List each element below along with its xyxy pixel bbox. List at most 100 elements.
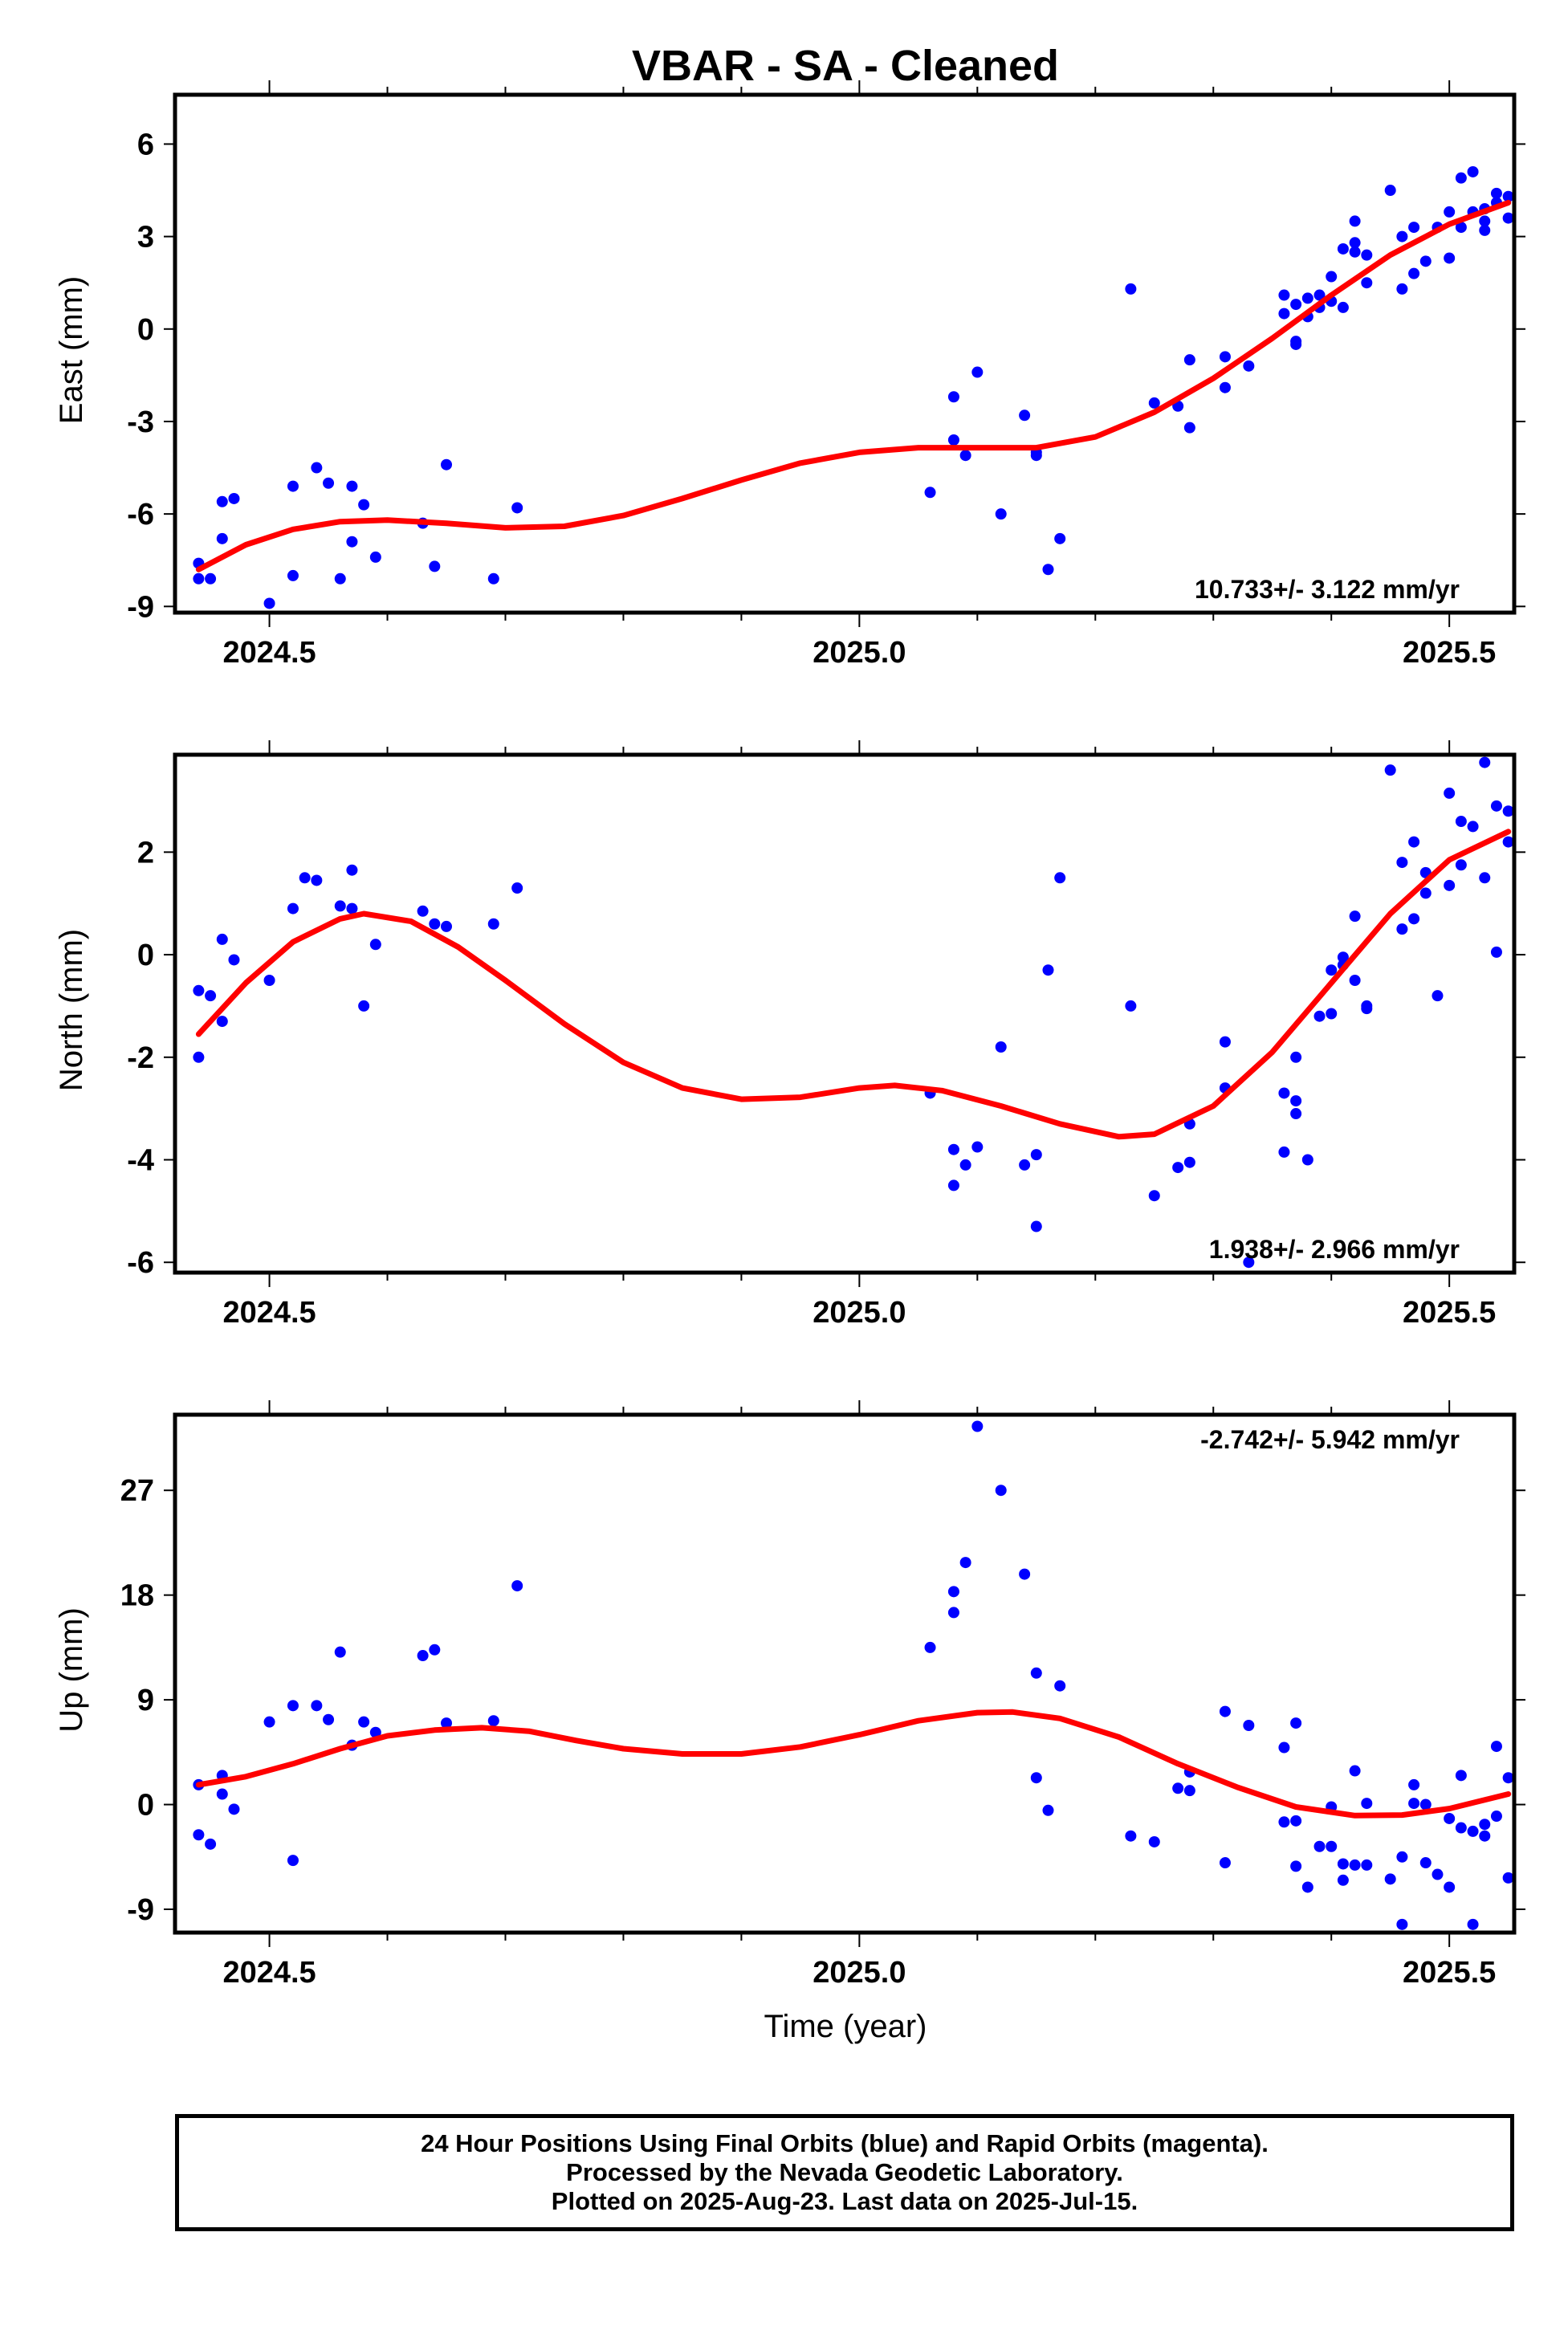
panel-north-data-point xyxy=(487,918,499,930)
panel-north-data-point xyxy=(1219,1036,1231,1048)
panel-up-data-point xyxy=(995,1485,1007,1497)
panel-north-x-tick-label: 2024.5 xyxy=(222,1296,316,1330)
panel-east-data-point xyxy=(216,532,228,544)
panel-east-data-point xyxy=(1148,397,1160,409)
panel-east-data-point xyxy=(487,572,499,585)
panel-north-data-point xyxy=(1030,1220,1042,1232)
panel-north-data-point xyxy=(299,872,311,884)
panel-up-data-point xyxy=(1326,1840,1338,1852)
panel-east-data-point xyxy=(1349,246,1361,258)
panel-north-data-point xyxy=(1042,964,1054,976)
panel-up-data-point xyxy=(1408,1778,1420,1790)
panel-north-data-point xyxy=(216,933,228,945)
panel-east-data-point xyxy=(369,551,381,563)
panel-north-data-point xyxy=(311,874,323,886)
panel-up-data-point xyxy=(1219,1857,1231,1869)
panel-east-data-point xyxy=(1408,222,1420,234)
panel-north-data-point xyxy=(1444,879,1456,891)
panel-north-data-point xyxy=(205,990,217,1002)
panel-east-data-point xyxy=(216,495,228,507)
panel-up-data-point xyxy=(1183,1785,1195,1797)
panel-east-data-point xyxy=(1349,237,1361,249)
panel-north-data-point xyxy=(947,1179,959,1191)
panel-north-data-point xyxy=(971,1141,984,1153)
panel-north-data-point xyxy=(1148,1190,1160,1202)
panel-up-data-point xyxy=(1337,1874,1349,1886)
panel-up-data-point xyxy=(1278,1741,1290,1754)
panel-east-data-point xyxy=(346,536,358,548)
panel-up-y-tick-label: 0 xyxy=(137,1789,154,1823)
panel-east-data-point xyxy=(959,450,971,462)
footer-line-3: Plotted on 2025-Aug-23. Last data on 202… xyxy=(551,2187,1138,2215)
panel-east-data-point xyxy=(205,572,217,585)
panel-east-data-point xyxy=(1384,185,1396,197)
panel-east-data-point xyxy=(1455,172,1467,184)
panel-up-data-point xyxy=(971,1420,984,1432)
panel-north-y-tick-label: -2 xyxy=(127,1041,154,1075)
panel-east-data-point xyxy=(1301,292,1313,304)
panel-east-data-point xyxy=(1326,271,1338,283)
panel-north-ylabel: North (mm) xyxy=(54,929,89,1091)
panel-up-data-point xyxy=(1467,1825,1479,1837)
panel-east-data-point xyxy=(1361,277,1373,289)
panel-east-data-point xyxy=(1479,224,1491,236)
panel-east-data-point xyxy=(1278,289,1290,301)
panel-north-data-point xyxy=(1408,836,1420,848)
panel-up-data-point xyxy=(511,1580,523,1592)
panel-east-data-point xyxy=(1396,283,1408,295)
panel-east-data-point xyxy=(1019,409,1031,422)
panel-north-data-point xyxy=(1467,821,1479,833)
panel-east-frame xyxy=(173,92,1517,615)
panel-up-data-point xyxy=(487,1715,499,1727)
panel-north-data-point xyxy=(193,984,205,996)
panel-north-data-point xyxy=(1396,857,1408,869)
panel-up-y-tick-label: 18 xyxy=(120,1579,154,1613)
panel-east-data-point xyxy=(429,560,441,572)
panel-up-y-tick-label: 27 xyxy=(120,1474,154,1508)
panel-east-y-tick-label: -3 xyxy=(127,405,154,439)
panel-east-data-point xyxy=(287,480,299,492)
panel-east: 2024.5 2025.0 2025.5 -9 -6 -3 0 3 6 East (mm) 10… xyxy=(54,80,1525,670)
panel-north-data-point xyxy=(1349,974,1361,986)
panel-east-data-point xyxy=(1125,283,1137,295)
panel-north-y-tick-label: 2 xyxy=(137,836,154,870)
panel-up-data-point xyxy=(205,1838,217,1850)
panel-east-data-point xyxy=(924,487,936,499)
panel-east-data-point xyxy=(1502,190,1514,202)
panel-up-frame xyxy=(173,1412,1517,1935)
panel-north-data-point xyxy=(1290,1108,1302,1120)
panel-north: 2024.5 2025.0 2025.5 -6 -4 -2 0 2 North (mm) 1.… xyxy=(54,740,1525,1330)
panel-north-data-point xyxy=(369,939,381,951)
panel-east-data xyxy=(193,165,1514,609)
panel-east-y-tick-label: -9 xyxy=(127,590,154,624)
panel-east-data-point xyxy=(1219,381,1231,393)
panel-east-plot: 2024.5 2025.0 2025.5 -9 -6 -3 0 3 6 xyxy=(127,80,1525,670)
panel-up-data-point xyxy=(1349,1765,1361,1777)
panel-north-data-point xyxy=(429,918,441,930)
panel-up-data-point xyxy=(193,1829,205,1841)
panel-north-data-point xyxy=(511,882,523,894)
panel-east-data-point xyxy=(441,458,453,470)
panel-up: 2024.5 2025.0 2025.5 -9 0 9 18 27 Up (mm) -2.74… xyxy=(54,1400,1525,2044)
panel-east-data-point xyxy=(1408,267,1420,279)
panel-up-data-point xyxy=(1396,1851,1408,1863)
panel-north-data-point xyxy=(441,920,453,932)
panel-east-data-point xyxy=(1337,242,1349,255)
panel-east-y-tick-label: 6 xyxy=(137,128,154,161)
panel-north-model-curve xyxy=(195,829,1512,1140)
panel-north-y-tick-label: -4 xyxy=(127,1144,154,1178)
panel-east-data-point xyxy=(1054,532,1066,544)
panel-east-data-point xyxy=(1278,308,1290,320)
panel-east-x-tick-label: 2025.5 xyxy=(1403,636,1496,670)
panel-east-data-point xyxy=(1219,351,1231,363)
panel-east-model-curve xyxy=(195,199,1512,572)
panel-east-data-point xyxy=(358,499,370,511)
panel-up-data-point xyxy=(947,1586,959,1598)
panel-up-data-point xyxy=(1290,1717,1302,1729)
panel-up-data-point xyxy=(1290,1860,1302,1872)
processing-info-box: 24 Hour Positions Using Final Orbits (bl… xyxy=(175,2114,1514,2231)
panel-up-data-point xyxy=(1349,1859,1361,1871)
panel-north-data-point xyxy=(216,1016,228,1028)
panel-up-data-point xyxy=(1490,1811,1502,1823)
panel-up-data-point xyxy=(1479,1819,1491,1831)
